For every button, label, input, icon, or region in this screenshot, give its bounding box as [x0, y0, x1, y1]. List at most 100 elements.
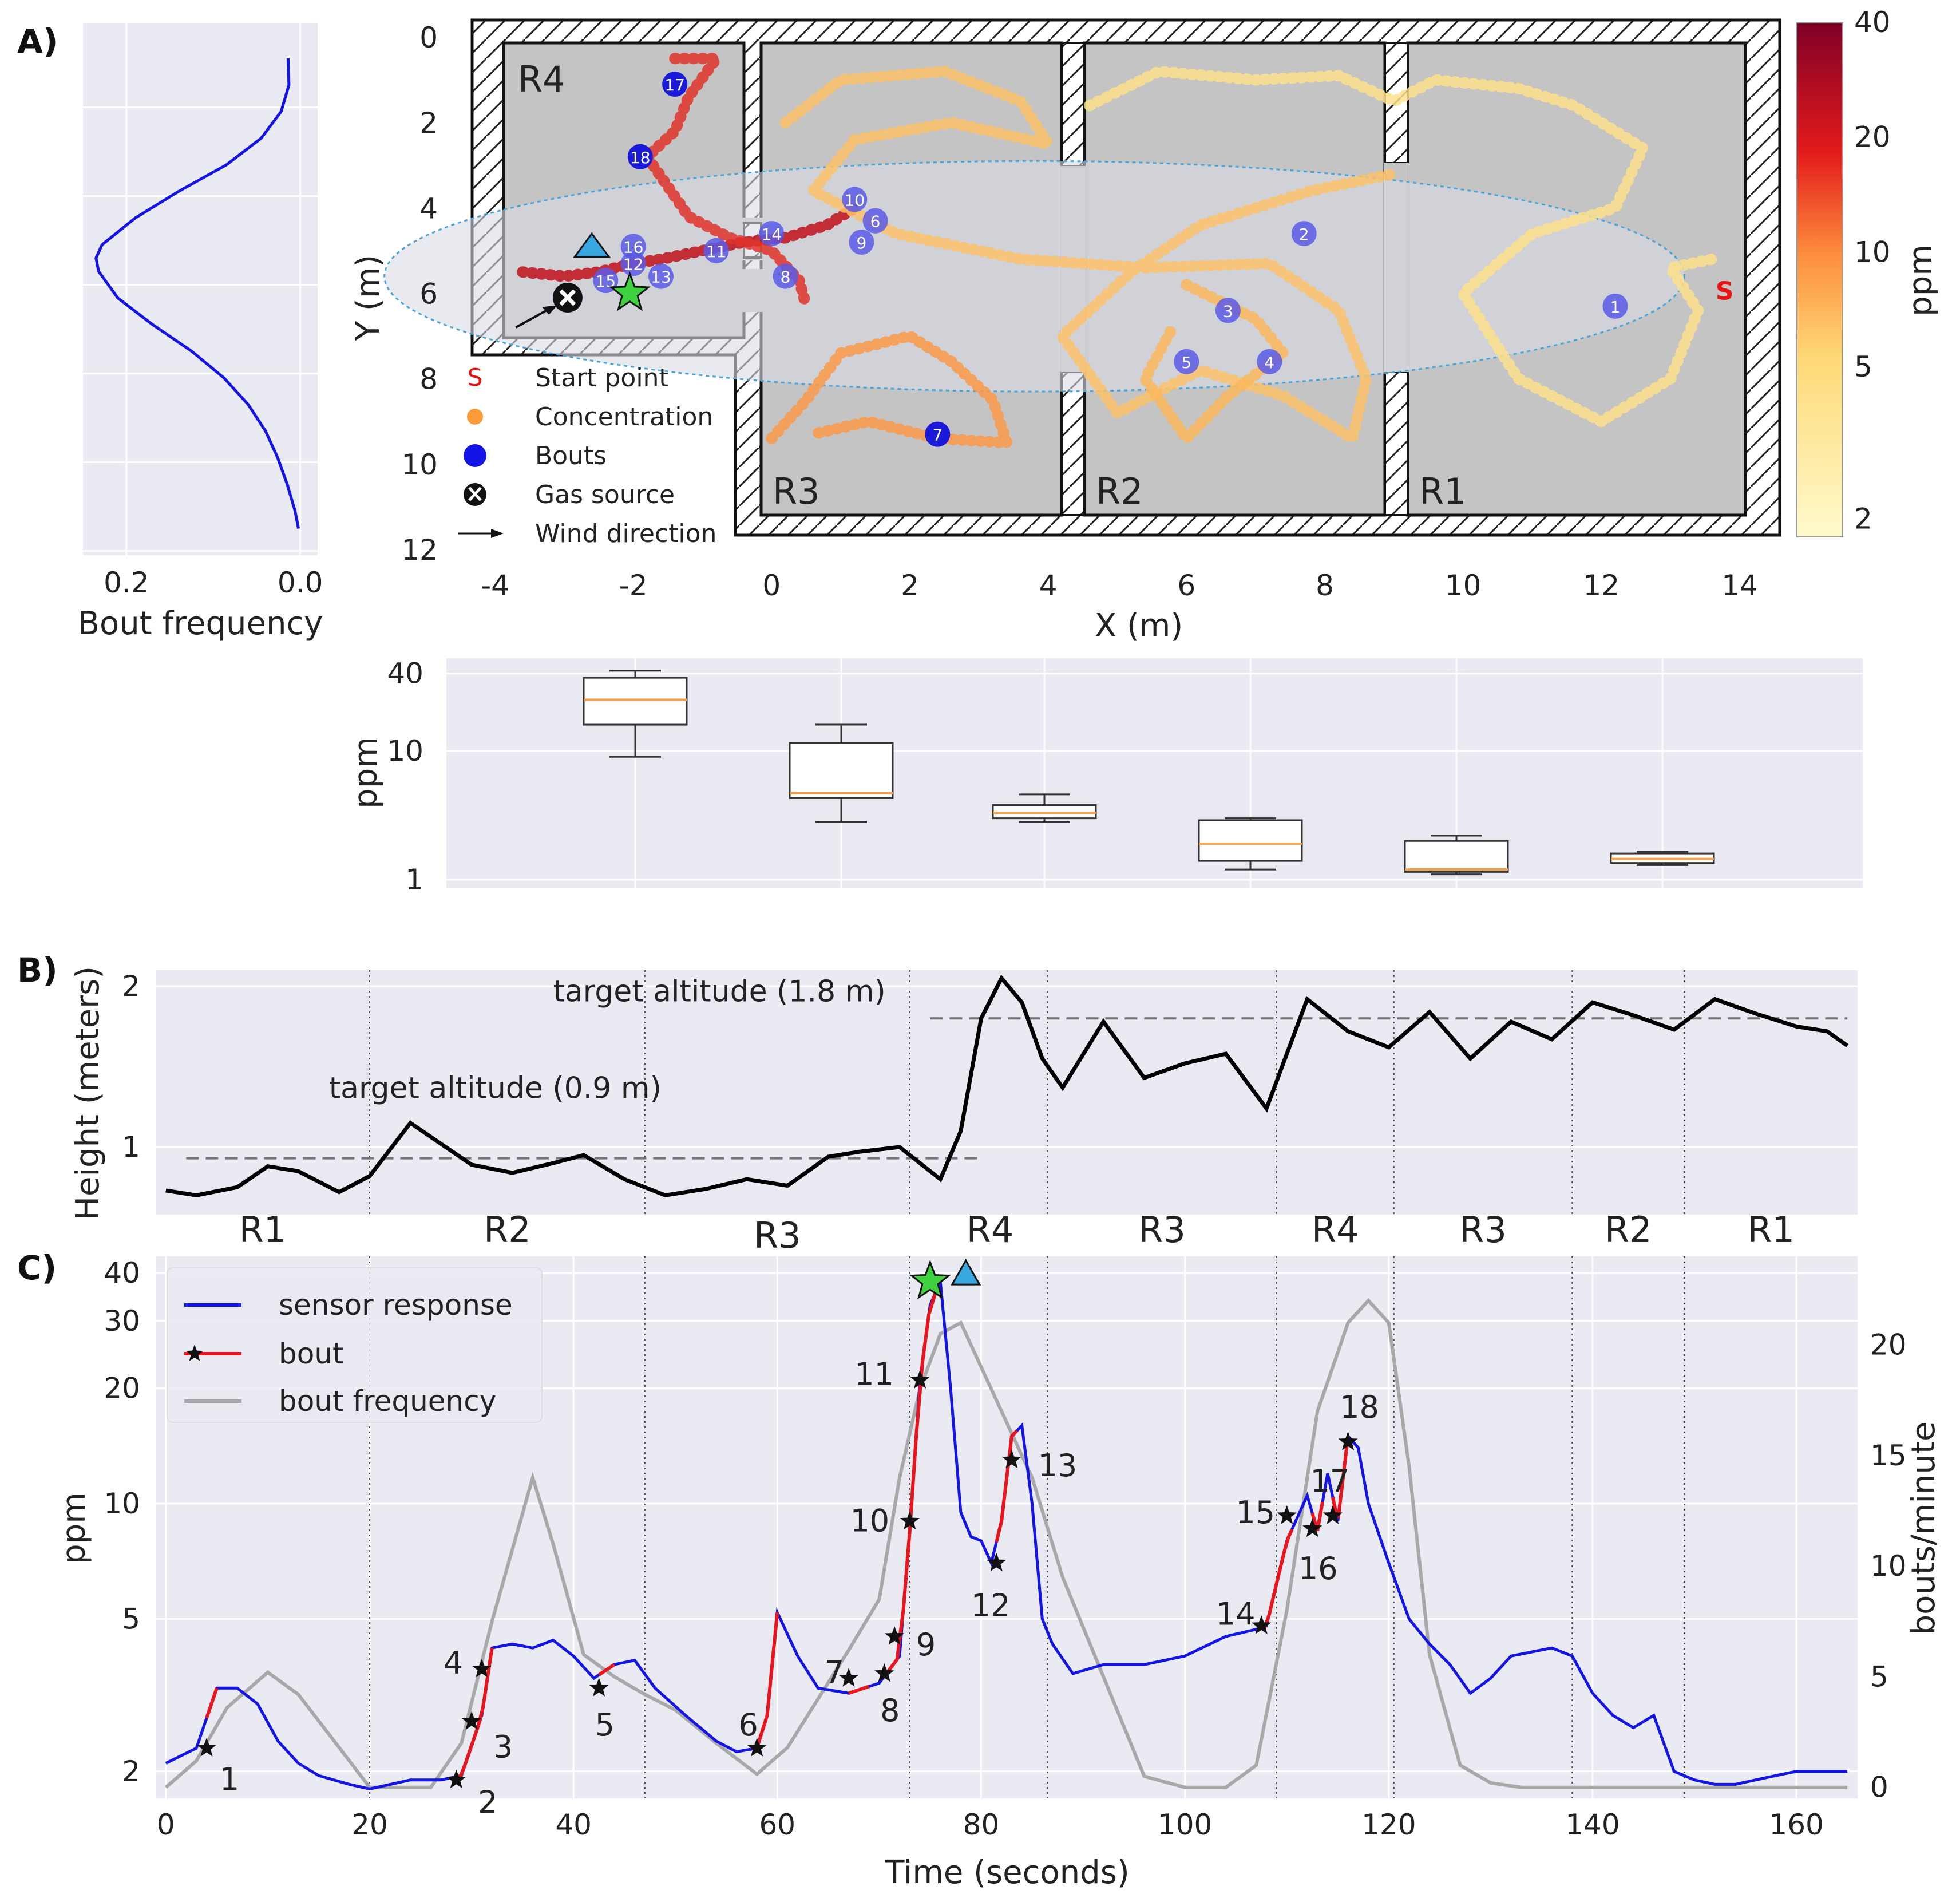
- sensor-x-tick: 120: [1361, 1808, 1416, 1841]
- concentration-trail-1: [641, 53, 812, 312]
- map-x-tick: -2: [619, 569, 648, 602]
- legend-gas-cross-icon: [468, 487, 482, 501]
- sensor-y2-tick: 10: [1870, 1549, 1907, 1583]
- target-altitude-label: target altitude (1.8 m): [553, 974, 886, 1009]
- bout-star-icon: [874, 1663, 894, 1682]
- colorbar-tick: 5: [1854, 350, 1872, 383]
- map-bout-point: [849, 230, 874, 255]
- bout-segment: [1331, 1436, 1350, 1519]
- sensor-y-tick: 20: [104, 1372, 140, 1405]
- height-curve: [165, 974, 1849, 1197]
- bout-star-icon: [900, 1511, 920, 1530]
- map-y-tick: 4: [419, 192, 438, 225]
- profile-x-tick: 0.2: [104, 566, 149, 599]
- map-room-label-2: R2: [1096, 470, 1143, 512]
- colorbar-tick: 20: [1854, 121, 1891, 154]
- map-y-tick: 8: [419, 363, 438, 396]
- sensor-y2-tick: 15: [1870, 1439, 1907, 1472]
- box-iqr: [992, 804, 1097, 820]
- legend-wind-arrow-icon: [491, 529, 504, 538]
- wind-arrow-head-icon: [542, 305, 557, 315]
- sensor-y2-tick: 20: [1870, 1328, 1907, 1362]
- sensor-room-label: R4: [1312, 1209, 1359, 1251]
- map-bout-point: [1257, 349, 1282, 374]
- blue-triangle-icon: [951, 1259, 981, 1286]
- sensor-room-label: R3: [1459, 1209, 1507, 1251]
- map-bout-point: [627, 144, 653, 169]
- sensor-x-tick: 60: [759, 1808, 795, 1841]
- sensor-y2-label: bouts/minute: [1905, 1422, 1942, 1635]
- map-bout-number: 11: [706, 242, 727, 261]
- concentration-trail-3: [779, 65, 1400, 445]
- map-bout-point: [620, 234, 646, 259]
- colorbar-tick: 2: [1854, 502, 1872, 535]
- bout-star-icon: [1302, 1518, 1322, 1537]
- map-y-tick: 2: [419, 106, 438, 140]
- target-altitude-label: target altitude (0.9 m): [329, 1071, 662, 1106]
- bout-segment: [205, 1687, 219, 1719]
- map-bout-number: 18: [630, 148, 651, 167]
- bout-number: 10: [850, 1503, 889, 1539]
- sensor-x-tick: 140: [1565, 1808, 1620, 1841]
- bout-star-icon: [747, 1738, 767, 1757]
- profile-plot-area: [83, 23, 318, 555]
- map-x-tick: 6: [1177, 569, 1195, 602]
- bout-segment: [456, 1647, 494, 1778]
- sensor-panel: 0 20 40 60 80 100 120 140 160403020105220151050 …: [56, 1209, 1942, 1891]
- sensor-legend-label: bout frequency: [279, 1385, 496, 1418]
- map-bout-number: 4: [1264, 353, 1274, 372]
- map-room-label-0: R4: [518, 58, 565, 100]
- panel-label-a: A): [17, 22, 58, 61]
- concentration-trail-0: [517, 202, 861, 282]
- map-bout-point: [1215, 298, 1241, 323]
- bout-number: 2: [478, 1785, 497, 1821]
- bout-segment: [1310, 1501, 1325, 1532]
- sensor-y-label: ppm: [56, 1492, 93, 1564]
- sensor-legend-label: bout: [279, 1337, 344, 1370]
- map-bout-point: [925, 421, 951, 447]
- sensor-room-label: R1: [239, 1209, 287, 1251]
- colorbar: [1796, 22, 1843, 537]
- map-start-label: S: [1716, 277, 1734, 306]
- boxplot-y-label: ppm: [347, 737, 385, 809]
- map-bout-number: 3: [1223, 302, 1233, 321]
- panel-label-b: B): [17, 951, 58, 990]
- map-x-tick: 4: [1039, 569, 1058, 602]
- sensor-room-label: R4: [967, 1209, 1014, 1251]
- legend-bout-icon: [464, 444, 486, 467]
- bout-number: 5: [595, 1707, 614, 1743]
- legend-label: Bouts: [535, 441, 607, 470]
- box-iqr: [1198, 819, 1303, 862]
- bout-segment: [755, 1612, 779, 1749]
- map-x-label: X (m): [1095, 607, 1183, 644]
- bout-segment: [597, 1663, 616, 1676]
- map-bout-number: 10: [845, 191, 865, 209]
- map-bout-point: [759, 221, 785, 247]
- map-peak-star-icon: [609, 271, 651, 311]
- bout-star-icon: [1277, 1505, 1297, 1524]
- colorbar-tick: 40: [1854, 6, 1891, 39]
- map-x-tick: 0: [762, 569, 781, 602]
- sensor-room-label: R2: [484, 1209, 531, 1251]
- bout-number: 1: [220, 1761, 239, 1797]
- legend-concentration-icon: [467, 409, 483, 425]
- bout-number: 7: [825, 1654, 844, 1690]
- bout-star-icon: [1338, 1432, 1358, 1450]
- sensor-x-tick: 160: [1769, 1808, 1823, 1841]
- wind-arrow-line: [515, 307, 551, 329]
- map-bout-number: 9: [857, 234, 867, 252]
- panel-label-c: C): [17, 1248, 57, 1287]
- legend-label: Wind direction: [535, 519, 716, 548]
- map-bout-point: [1291, 221, 1317, 247]
- bout-star-icon: [1252, 1615, 1272, 1634]
- bout-star-icon: [1322, 1505, 1343, 1524]
- height-y-tick: 1: [122, 1130, 140, 1164]
- map-bout-number: 7: [932, 426, 943, 445]
- box-y-tick: 1: [405, 863, 423, 896]
- sensor-y-tick: 40: [104, 1256, 140, 1290]
- peak-star-icon: [909, 1259, 951, 1300]
- sensor-y2-tick: 5: [1870, 1660, 1888, 1693]
- map-bout-number: 5: [1181, 353, 1191, 372]
